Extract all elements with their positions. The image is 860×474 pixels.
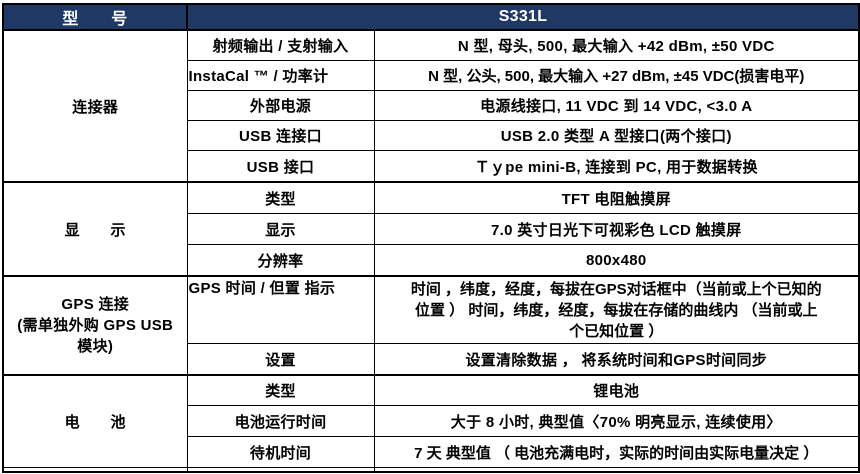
section-label-connectors: 连接器 <box>2 29 188 183</box>
empty-cell <box>373 467 860 473</box>
spec-row-label: 类型 <box>186 181 375 214</box>
table-row: 显 示 类型 TFT 电阻触摸屏 <box>2 181 860 277</box>
spec-row-value: 大于 8 小时, 典型值〈70% 明亮显示, 连续使用〉 <box>373 405 860 437</box>
spec-row-label: 射频输出 / 支射输入 <box>186 29 375 61</box>
spec-row-value: 800x480 <box>373 244 860 277</box>
spec-row-value: TFT 电阻触摸屏 <box>373 181 860 214</box>
table-row: 设置 设置清除数据 ， 将系统时间和GPS时间同步 <box>3 343 860 376</box>
table-row: 电池运行时间 大于 8 小时, 典型值〈70% 明亮显示, 连续使用〉 <box>3 405 860 437</box>
spec-row-value: 锂电池 <box>373 374 860 406</box>
spec-row-value: N 型, 母头, 500, 最大输入 +42 dBm, ±50 VDC <box>373 29 860 61</box>
spec-row-label: 类型 <box>186 374 375 406</box>
section-label-battery: 电 池 <box>2 374 188 468</box>
table-row: 连接器 射频输出 / 支射输入 N 型, 母头, 500, 最大输入 +42 d… <box>2 29 860 183</box>
table-row: 分辨率 800x480 <box>3 244 860 277</box>
spec-row-label: 外部电源 <box>186 90 375 121</box>
spec-row-value: Ｔｙpe mini-B, 连接到 PC, 用于数据转换 <box>373 150 860 183</box>
table-row: 显示 7.0 英寸日光下可视彩色 LCD 触摸屏 <box>3 213 860 245</box>
spec-row-value: 时间 ，纬度，经度，每拔在GPS对话框中（当前或上个已知的 位置 ） 时间，纬度… <box>373 275 860 344</box>
model-header-cell: 型 号 <box>2 3 188 31</box>
table-row: GPS 连接 (需单独外购 GPS USB 模块) GPS 时间 / 但置 指示… <box>2 275 860 376</box>
table-row: USB 接口 Ｔｙpe mini-B, 连接到 PC, 用于数据转换 <box>3 150 860 183</box>
table-row: 电 池 类型 锂电池 <box>2 374 860 468</box>
table-row: USB 连接口 USB 2.0 类型 A 型接口(两个接口) <box>3 120 860 151</box>
section-label-gps: GPS 连接 (需单独外购 GPS USB 模块) <box>2 275 188 376</box>
spec-row-label: 设置 <box>186 343 375 376</box>
empty-cell <box>186 467 375 473</box>
empty-cell <box>2 467 188 473</box>
table-row: InstaCal ™ / 功率计 N 型, 公头, 500, 最大输入 +27 … <box>3 60 860 91</box>
spec-row-label: 电池运行时间 <box>186 405 375 437</box>
table-row: 外部电源 电源线接口, 11 VDC 到 14 VDC, <3.0 A <box>3 90 860 121</box>
section-label-display: 显 示 <box>2 181 188 277</box>
table-row: 待机时间 7 天 典型值 （ 电池充满电时，实际的时间由实际电量决定 ） <box>3 436 860 468</box>
spec-row-value: 7 天 典型值 （ 电池充满电时，实际的时间由实际电量决定 ） <box>373 436 860 468</box>
spec-row-value: USB 2.0 类型 A 型接口(两个接口) <box>373 120 860 151</box>
spec-row-label: GPS 时间 / 但置 指示 <box>186 275 375 344</box>
spec-row-label: 显示 <box>186 213 375 245</box>
spec-row-value: N 型, 公头, 500, 最大输入 +27 dBm, ±45 VDC(损害电平… <box>373 60 860 91</box>
spec-row-value: 7.0 英寸日光下可视彩色 LCD 触摸屏 <box>373 213 860 245</box>
spec-row-label: 分辨率 <box>186 244 375 277</box>
spec-row-label: USB 连接口 <box>186 120 375 151</box>
spec-table: 型 号 S331L 连接器 射频输出 / 支射输入 N 型, 母头, 500, … <box>2 3 860 473</box>
spec-row-label: USB 接口 <box>186 150 375 183</box>
model-value-cell: S331L <box>185 3 860 31</box>
spec-row-label: InstaCal ™ / 功率计 <box>186 60 375 91</box>
table-header-row: 型 号 S331L <box>2 3 860 31</box>
spec-row-value: 电源线接口, 11 VDC 到 14 VDC, <3.0 A <box>373 90 860 121</box>
spec-row-label: 待机时间 <box>186 436 375 468</box>
spec-row-value: 设置清除数据 ， 将系统时间和GPS时间同步 <box>373 343 860 376</box>
table-row-partial <box>2 467 860 473</box>
